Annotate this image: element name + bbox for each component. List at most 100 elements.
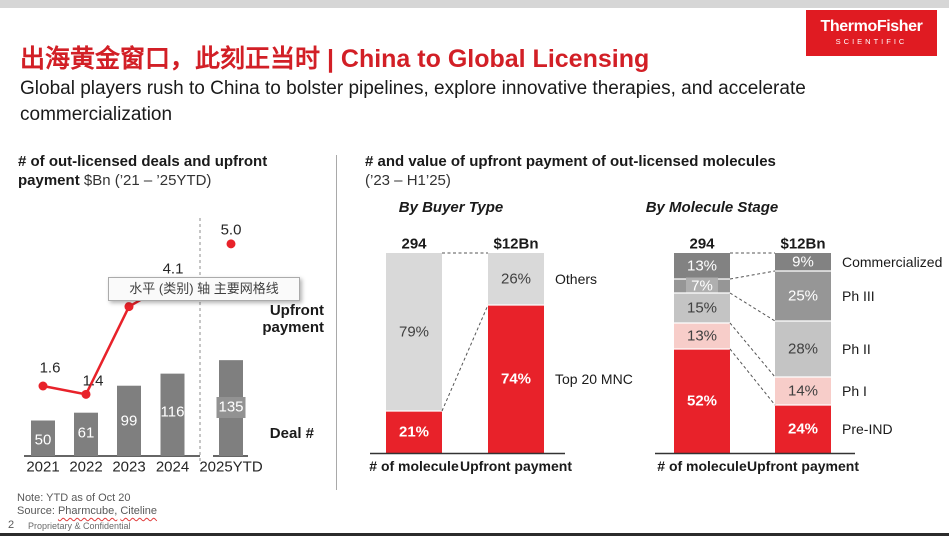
by-molecule-stage-title: By Molecule Stage <box>645 199 779 216</box>
deal-count-axis-label: Deal # <box>269 425 314 442</box>
segment-pct-label: 74% <box>501 371 531 388</box>
gridline-hover-tooltip: 水平 (类别) 轴 主要网格线 <box>108 277 300 301</box>
column-x-label: # of molecule <box>657 458 747 474</box>
deal-count-bar[interactable] <box>31 420 55 457</box>
stacked-segment-pre-ind[interactable] <box>775 405 831 453</box>
logo-scientific: SCIENTIFIC <box>835 37 908 46</box>
year-tick-label: 2023 <box>112 459 145 476</box>
deal-count-bar[interactable] <box>74 412 98 456</box>
confidential-label: Proprietary & Confidential <box>28 521 131 531</box>
deal-count-bar[interactable] <box>117 385 141 456</box>
page-number: 2 <box>8 519 15 531</box>
logo-wordmark: ThermoFisher <box>820 18 923 35</box>
segment-pct-label: 52% <box>687 393 717 410</box>
series-name-label: Pre-IND <box>842 421 893 437</box>
column-x-label: Upfront payment <box>460 458 572 474</box>
segment-connector-dashed <box>729 270 776 280</box>
upfront-section-title-bold: # and value of upfront payment of out-li… <box>365 153 776 170</box>
column-x-label: # of molecule <box>369 458 459 474</box>
stacked-segment-pre-ind[interactable] <box>674 349 730 453</box>
series-name-label: Ph III <box>842 288 875 304</box>
column-total-header: 294 <box>689 236 715 253</box>
segment-connector-dashed <box>441 304 489 412</box>
source-line[interactable]: Source: Pharmcube, Citeline <box>17 505 157 517</box>
series-name-label: Ph I <box>842 383 867 399</box>
stacked-segment-top-20-mnc[interactable] <box>386 411 442 453</box>
stacked-segment-commercialized[interactable] <box>674 253 730 279</box>
stacked-segment-ph-ii[interactable] <box>674 293 730 323</box>
year-tick-label: 2025YTD <box>199 459 263 476</box>
stacked-segment-ph-ii[interactable] <box>775 321 831 377</box>
deal-count-bar[interactable] <box>160 373 185 456</box>
segment-connector-dashed <box>729 348 776 406</box>
stacked-segment-ph-iii[interactable] <box>775 271 831 321</box>
deals-chart-title-bold: # of out-licensed deals and upfront paym… <box>18 153 268 189</box>
stacked-segment-top-20-mnc[interactable] <box>488 305 544 453</box>
segment-connector-dashed <box>729 322 776 378</box>
segment-pct-label: 25% <box>788 288 818 305</box>
year-tick-label: 2021 <box>26 459 59 476</box>
deal-count-label: 61 <box>78 425 95 442</box>
deal-count-label: 50 <box>35 432 52 449</box>
stacked-segment-ph-i[interactable] <box>775 377 831 405</box>
upfront-value-label: 5.0 <box>221 222 242 239</box>
column-total-header: $12Bn <box>493 236 538 253</box>
line-point-marker <box>81 389 91 399</box>
stacked-segment-others[interactable] <box>386 253 442 411</box>
column-total-header: $12Bn <box>780 236 825 253</box>
series-name-label: Others <box>555 271 597 287</box>
series-name-label: Top 20 MNC <box>555 371 633 387</box>
stacked-segment-ph-i[interactable] <box>674 323 730 349</box>
upfront-section-title[interactable]: # and value of upfront payment of out-li… <box>365 152 940 190</box>
upfront-value-label: 4.1 <box>163 261 184 278</box>
deal-label-box <box>216 397 246 418</box>
upfront-section-title-range: (’23 – H1’25) <box>365 172 451 189</box>
column-x-label: Upfront payment <box>747 458 859 474</box>
deals-chart-title-units: $Bn (’21 – ’25YTD) <box>79 172 212 189</box>
series-name-label: Ph II <box>842 341 871 357</box>
segment-pct-label: 28% <box>788 341 818 358</box>
segment-pct-label: 26% <box>501 271 531 288</box>
segment-pct-label: 13% <box>687 328 717 345</box>
window-top-edge <box>0 0 949 8</box>
segment-pct-label: 7% <box>691 278 713 295</box>
section-divider-line <box>336 155 337 490</box>
source-prefix: Source: <box>17 505 58 517</box>
upfront-value-label: 1.6 <box>40 360 61 377</box>
year-tick-label: 2024 <box>156 459 189 476</box>
slide-subtitle[interactable]: Global players rush to China to bolster … <box>20 78 806 125</box>
series-name-label: Commercialized <box>842 254 942 270</box>
page-title[interactable]: 出海黄金窗口，此刻正当时 | China to Global Licensing <box>20 44 650 73</box>
molecule-stage-chart[interactable]: 13% 7% 15% 13% 52% 294 # of molecule 9% 25% 28% 14… <box>655 235 949 483</box>
upfront-payment-axis-label: Upfront payment <box>262 302 324 336</box>
column-total-header: 294 <box>401 236 427 253</box>
buyer-type-chart[interactable]: 79% 21% 294 # of molecule 26% 74% $12Bn Upfront… <box>369 235 655 483</box>
footnote[interactable]: Note: YTD as of Oct 20 <box>17 492 131 504</box>
year-tick-label: 2022 <box>69 459 102 476</box>
segment-pct-label: 21% <box>399 424 429 441</box>
by-buyer-type-title: By Buyer Type <box>398 199 504 216</box>
source-pharmcube: Pharmcube, <box>57 505 118 517</box>
segment-pct-label: 14% <box>788 383 818 400</box>
line-point-marker-detached <box>226 239 236 249</box>
segment-pct-label: 15% <box>687 300 717 317</box>
stacked-segment-commercialized[interactable] <box>775 253 831 271</box>
slide-bottom-edge <box>0 533 949 536</box>
deals-chart-title[interactable]: # of out-licensed deals and upfront paym… <box>18 152 310 190</box>
deal-count-label: 99 <box>121 413 138 430</box>
deal-count-label: 116 <box>161 404 185 421</box>
thermofisher-logo[interactable]: ThermoFisher SCIENTIFIC <box>806 10 937 56</box>
segment-pct-label: 79% <box>399 324 429 341</box>
source-citeline: Citeline <box>120 505 158 517</box>
segment-connector-dashed <box>729 292 776 322</box>
segment-pct-label: 13% <box>687 258 717 275</box>
stacked-segment-others[interactable] <box>488 253 544 305</box>
segment-label-box <box>686 277 718 295</box>
upfront-value-label: 1.4 <box>83 373 104 390</box>
deal-count-label: 135 <box>218 399 243 416</box>
line-point-marker <box>124 302 134 312</box>
deals-chart[interactable]: 50 2021 61 2022 99 2023 116 2024 135 2025YTD 1.6 1.… <box>10 210 340 485</box>
segment-pct-label: 9% <box>792 254 814 271</box>
line-point-marker <box>38 381 48 391</box>
